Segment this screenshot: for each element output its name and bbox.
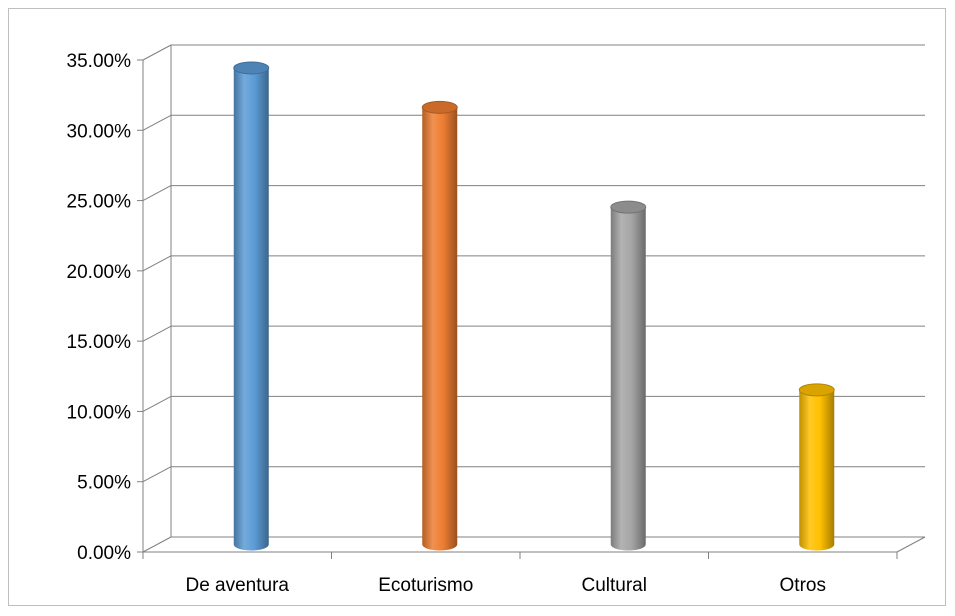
y-tick-label: 10.00%	[67, 402, 132, 423]
x-tick-label: Cultural	[582, 575, 647, 596]
bar-body	[422, 107, 458, 551]
x-tick-label: De aventura	[185, 575, 289, 596]
x-axis-tick-labels: De aventura Ecoturismo Cultural Otros	[185, 575, 825, 596]
gridline-side	[142, 395, 172, 412]
bar-top	[233, 61, 270, 75]
y-tick-label: 20.00%	[67, 262, 132, 283]
bar-top	[610, 200, 647, 214]
gridline-side	[142, 114, 172, 131]
bar	[798, 383, 835, 551]
chart-area	[8, 8, 946, 606]
gridline-side	[142, 536, 172, 553]
y-tick-label: 30.00%	[67, 121, 132, 142]
bar	[233, 61, 270, 551]
y-tick-label: 0.00%	[77, 543, 131, 564]
y-tick-label: 25.00%	[67, 192, 132, 213]
y-tick-label: 35.00%	[67, 51, 132, 72]
gridline-side	[142, 255, 172, 272]
y-tick-label: 15.00%	[67, 332, 132, 353]
bar	[421, 100, 458, 551]
bar-body	[610, 207, 646, 551]
floor-edge	[896, 536, 926, 553]
bar	[610, 200, 647, 551]
gridline-side	[142, 44, 172, 61]
bar-top	[421, 100, 458, 114]
bars	[233, 61, 835, 551]
bar-body	[233, 67, 269, 551]
bar-body	[799, 389, 835, 551]
y-axis-tick-labels: 0.00% 5.00% 10.00% 15.00% 20.00% 25.00% 30.00%…	[67, 51, 132, 564]
y-tick-label: 5.00%	[77, 473, 131, 494]
gridline-side	[142, 466, 172, 483]
chart-floor	[142, 536, 926, 559]
gridline-side	[142, 185, 172, 202]
x-tick-label: Otros	[780, 575, 826, 596]
gridline-side	[142, 325, 172, 342]
bar-top	[798, 383, 835, 397]
x-tick-label: Ecoturismo	[378, 575, 473, 596]
chart-back-wall	[142, 45, 172, 552]
